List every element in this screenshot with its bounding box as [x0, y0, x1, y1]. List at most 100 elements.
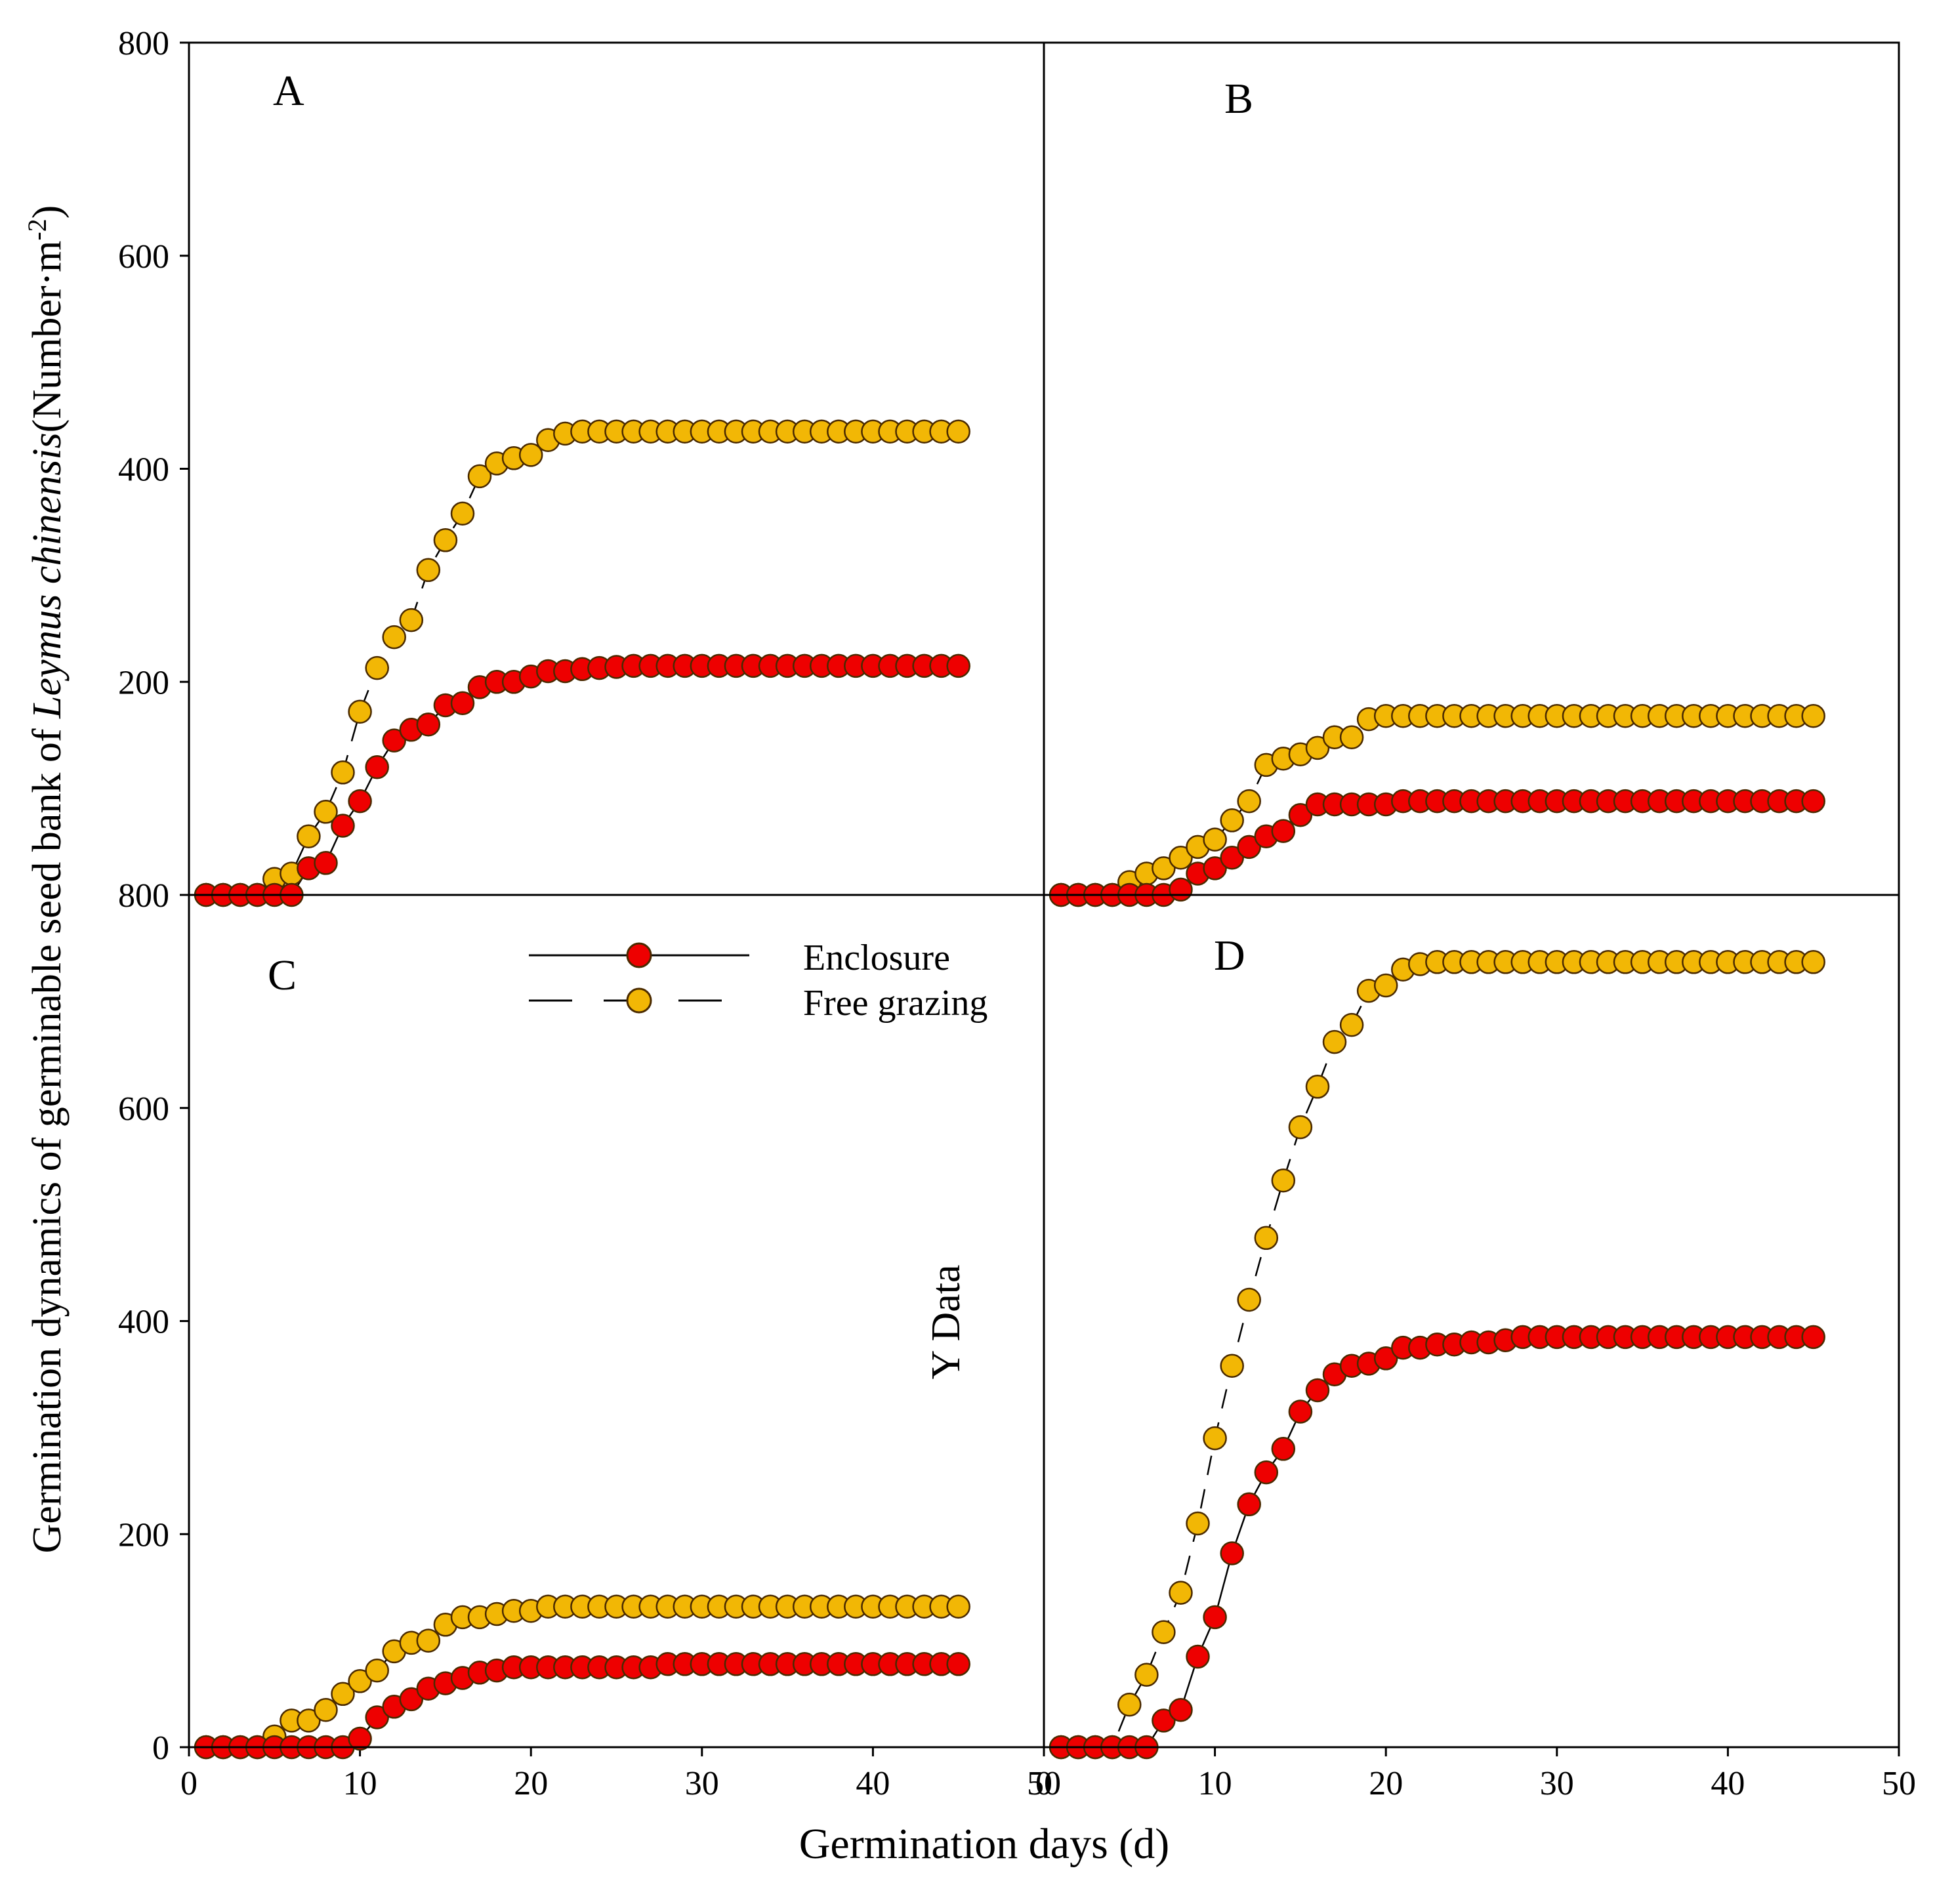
y-tick-label: 400 — [118, 1304, 169, 1341]
data-point-free-grazing — [1237, 789, 1261, 814]
data-point-enclosure — [1237, 1492, 1261, 1517]
y-tick-label: 400 — [118, 451, 169, 489]
data-point-enclosure — [399, 1687, 424, 1712]
data-point-free-grazing — [1169, 845, 1193, 870]
data-point-free-grazing — [331, 760, 355, 785]
x-tick-label: 10 — [343, 1765, 377, 1802]
data-point-enclosure — [1254, 1460, 1279, 1485]
legend: Enclosure Free grazing — [529, 938, 987, 1024]
data-point-free-grazing — [1220, 1354, 1244, 1378]
y-axis-title-unit-sup: -2 — [22, 218, 52, 240]
data-point-free-grazing — [946, 419, 970, 444]
data-point-free-grazing — [365, 655, 389, 680]
data-point-free-grazing — [1254, 1226, 1279, 1251]
data-point-free-grazing — [297, 824, 321, 848]
legend-enclosure-label: Enclosure — [803, 938, 950, 978]
x-tick-label: 30 — [1540, 1765, 1574, 1802]
data-point-free-grazing — [314, 800, 338, 824]
data-point-free-grazing — [365, 1658, 389, 1683]
data-point-enclosure — [348, 789, 372, 814]
data-point-enclosure — [331, 814, 355, 838]
y-tick-label: 200 — [118, 1516, 169, 1554]
x-tick-label: 50 — [1027, 1765, 1061, 1802]
y-tick-label: 0 — [152, 1729, 169, 1767]
panel-label-c: C — [268, 951, 297, 999]
data-point-free-grazing — [314, 1697, 338, 1722]
data-point-free-grazing — [450, 501, 475, 526]
x-tick-label: 30 — [685, 1765, 719, 1802]
data-point-enclosure — [1169, 1697, 1193, 1722]
data-point-free-grazing — [1339, 725, 1364, 749]
data-point-enclosure — [1152, 1708, 1176, 1733]
x-tick-label: 0 — [1035, 1765, 1052, 1802]
data-point-free-grazing — [1134, 1663, 1159, 1687]
x-tick-label: 0 — [180, 1765, 197, 1802]
data-point-free-grazing — [1322, 1029, 1347, 1054]
x-tick-label: 50 — [1882, 1765, 1916, 1802]
x-tick-label: 20 — [514, 1765, 548, 1802]
data-point-enclosure — [1220, 845, 1244, 870]
panel-d: D 0 10 20 30 40 50 — [1035, 932, 1916, 1802]
panel-a: A 800 600 400 200 — [118, 25, 970, 907]
data-point-free-grazing — [1220, 808, 1244, 833]
data-point-free-grazing — [1339, 1012, 1364, 1037]
data-point-enclosure — [946, 1652, 970, 1676]
panel-label-a: A — [273, 67, 304, 115]
data-point-free-grazing — [1169, 1581, 1193, 1605]
legend-free-grazing-marker — [626, 987, 652, 1014]
data-point-enclosure — [1220, 1541, 1244, 1565]
panel-label-b: B — [1224, 75, 1253, 123]
legend-free-grazing-label: Free grazing — [803, 983, 987, 1024]
data-point-enclosure — [314, 851, 338, 875]
data-point-free-grazing — [1203, 1426, 1227, 1451]
data-point-enclosure — [1271, 819, 1296, 843]
data-point-enclosure — [1288, 802, 1313, 827]
data-point-enclosure — [1186, 1644, 1210, 1669]
data-point-enclosure — [946, 653, 970, 678]
panel-b: B — [1049, 75, 1825, 907]
data-point-free-grazing — [946, 1594, 970, 1619]
data-point-free-grazing — [1186, 1511, 1210, 1536]
data-point-enclosure — [1169, 877, 1193, 902]
panel-label-d: D — [1214, 932, 1245, 980]
y-axis-title-prefix: Germination dynamics of germinable seed … — [25, 718, 70, 1553]
data-point-free-grazing — [399, 608, 424, 632]
data-point-free-grazing — [1373, 973, 1398, 998]
data-point-free-grazing — [433, 528, 458, 552]
data-point-enclosure — [1288, 1399, 1313, 1424]
data-point-free-grazing — [1152, 856, 1176, 880]
data-point-enclosure — [1237, 835, 1261, 859]
series-line-enclosure — [1061, 1336, 1814, 1749]
data-point-free-grazing — [1203, 827, 1227, 852]
data-point-enclosure — [365, 755, 389, 779]
y-axis-title-species: Leymus chinensis — [25, 432, 70, 719]
y-axis-title: Germination dynamics of germinable seed … — [22, 205, 70, 1554]
data-point-free-grazing — [1305, 1075, 1330, 1099]
x-axis-title: Germination days (d) — [799, 1820, 1170, 1868]
data-point-free-grazing — [518, 443, 543, 467]
x-tick-label: 10 — [1198, 1765, 1232, 1802]
y-axis-title-unit: (Number·m — [25, 241, 70, 433]
x-tick-label: 20 — [1369, 1765, 1403, 1802]
data-point-free-grazing — [348, 699, 372, 724]
y-tick-label: 800 — [118, 877, 169, 915]
data-point-free-grazing — [297, 1708, 321, 1733]
data-point-enclosure — [1373, 1346, 1398, 1371]
data-point-free-grazing — [467, 464, 492, 489]
data-point-enclosure — [1203, 856, 1227, 880]
y-tick-label: 600 — [118, 238, 169, 276]
data-point-free-grazing — [1288, 1115, 1313, 1140]
data-point-enclosure — [365, 1705, 389, 1729]
data-point-free-grazing — [416, 1628, 441, 1653]
data-point-free-grazing — [416, 558, 441, 583]
data-point-free-grazing — [348, 1669, 372, 1693]
data-point-enclosure — [1801, 1325, 1825, 1350]
data-point-free-grazing — [1152, 1620, 1176, 1644]
y-axis-title-unit-close: ) — [25, 205, 70, 219]
data-point-enclosure — [1801, 789, 1825, 814]
data-point-free-grazing — [1237, 1287, 1261, 1312]
stray-y-data-label: Y Data — [924, 1264, 968, 1379]
data-point-free-grazing — [1305, 735, 1330, 760]
data-point-free-grazing — [1801, 950, 1825, 974]
